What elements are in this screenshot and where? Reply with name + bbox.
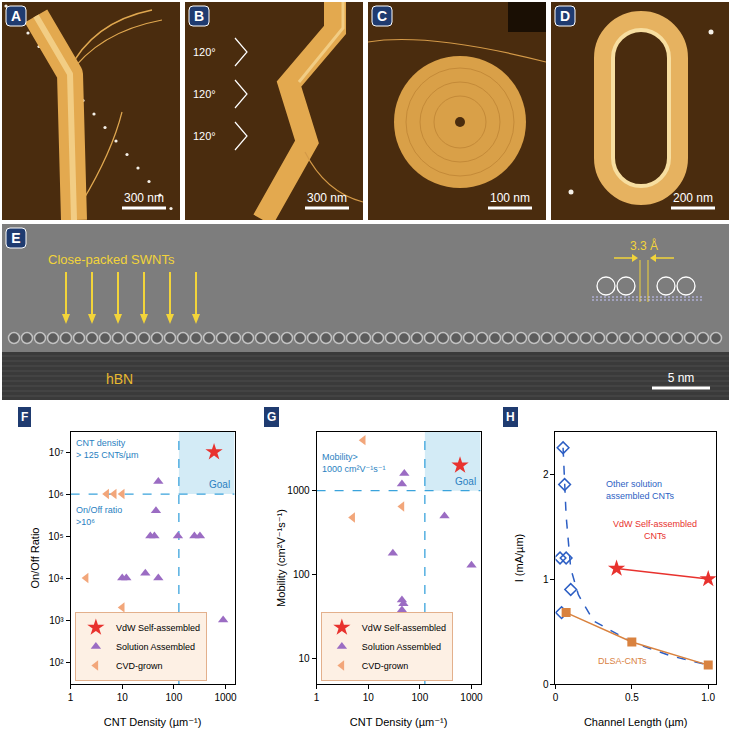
svg-text:10²: 10² <box>49 657 64 668</box>
svg-text:1: 1 <box>314 692 320 703</box>
svg-text:Solution Assembled: Solution Assembled <box>362 642 441 652</box>
svg-text:Mobility>1000 cm²V⁻¹s⁻¹: Mobility>1000 cm²V⁻¹s⁻¹ <box>322 452 386 474</box>
svg-text:Mobility (cm²V⁻¹s⁻¹): Mobility (cm²V⁻¹s⁻¹) <box>275 509 287 607</box>
svg-text:300 nm: 300 nm <box>124 191 164 205</box>
svg-text:300 nm: 300 nm <box>307 191 347 205</box>
svg-text:100: 100 <box>166 692 183 703</box>
svg-text:G: G <box>267 410 276 424</box>
svg-text:1: 1 <box>543 574 549 585</box>
svg-text:10⁵: 10⁵ <box>48 531 63 542</box>
svg-text:120°: 120° <box>193 88 216 100</box>
svg-text:VdW Self-assembled: VdW Self-assembled <box>362 623 446 633</box>
svg-text:1: 1 <box>68 692 74 703</box>
svg-text:Channel Length (µm): Channel Length (µm) <box>584 716 688 728</box>
svg-text:Solution Assembled: Solution Assembled <box>116 642 195 652</box>
svg-text:10: 10 <box>298 653 310 664</box>
svg-text:1000: 1000 <box>460 692 483 703</box>
svg-text:VdW Self-assembledCNTs: VdW Self-assembledCNTs <box>613 519 697 541</box>
svg-text:0.5: 0.5 <box>625 692 639 703</box>
svg-text:10³: 10³ <box>49 615 64 626</box>
svg-text:200 nm: 200 nm <box>673 191 713 205</box>
svg-text:CNT density> 125 CNTs/µm: CNT density> 125 CNTs/µm <box>76 438 138 460</box>
svg-text:10⁶: 10⁶ <box>48 489 63 500</box>
svg-text:10: 10 <box>363 692 375 703</box>
svg-text:VdW Self-assembled: VdW Self-assembled <box>116 623 200 633</box>
svg-text:D: D <box>560 8 570 24</box>
svg-text:H: H <box>506 410 515 424</box>
svg-text:F: F <box>21 410 28 424</box>
svg-text:120°: 120° <box>193 46 216 58</box>
svg-text:Close-packed SWNTs: Close-packed SWNTs <box>48 252 175 267</box>
svg-text:3.3 Å: 3.3 Å <box>630 238 658 253</box>
svg-text:100: 100 <box>412 692 429 703</box>
svg-text:CVD-grown: CVD-grown <box>362 661 409 671</box>
svg-text:DLSA-CNTs: DLSA-CNTs <box>598 656 647 666</box>
svg-text:Goal: Goal <box>455 476 476 487</box>
svg-text:2: 2 <box>543 469 549 480</box>
svg-text:B: B <box>194 8 204 24</box>
svg-text:CNT Density (µm⁻¹): CNT Density (µm⁻¹) <box>104 716 202 728</box>
svg-text:10⁴: 10⁴ <box>48 573 63 584</box>
svg-text:10: 10 <box>117 692 129 703</box>
svg-text:0: 0 <box>553 692 559 703</box>
svg-text:100: 100 <box>293 569 310 580</box>
svg-text:I (mA/µm): I (mA/µm) <box>513 534 525 583</box>
svg-text:10⁷: 10⁷ <box>49 447 64 458</box>
svg-text:CVD-grown: CVD-grown <box>116 661 163 671</box>
svg-text:1.0: 1.0 <box>701 692 715 703</box>
svg-text:On/Off Ratio: On/Off Ratio <box>29 528 41 589</box>
svg-text:100 nm: 100 nm <box>490 191 530 205</box>
svg-text:E: E <box>11 230 20 246</box>
svg-text:C: C <box>377 8 387 24</box>
svg-text:hBN: hBN <box>106 371 133 387</box>
svg-text:Other solutionassembled CNTs: Other solutionassembled CNTs <box>606 479 675 501</box>
svg-text:1000: 1000 <box>287 485 310 496</box>
svg-text:1000: 1000 <box>214 692 237 703</box>
svg-text:A: A <box>11 8 21 24</box>
svg-text:5 nm: 5 nm <box>668 371 695 385</box>
svg-text:CNT Density (µm⁻¹): CNT Density (µm⁻¹) <box>350 716 448 728</box>
svg-text:120°: 120° <box>193 130 216 142</box>
svg-text:Goal: Goal <box>209 479 230 490</box>
svg-text:On/Off ratio>10⁶: On/Off ratio>10⁶ <box>76 505 122 527</box>
svg-text:0: 0 <box>543 679 549 690</box>
